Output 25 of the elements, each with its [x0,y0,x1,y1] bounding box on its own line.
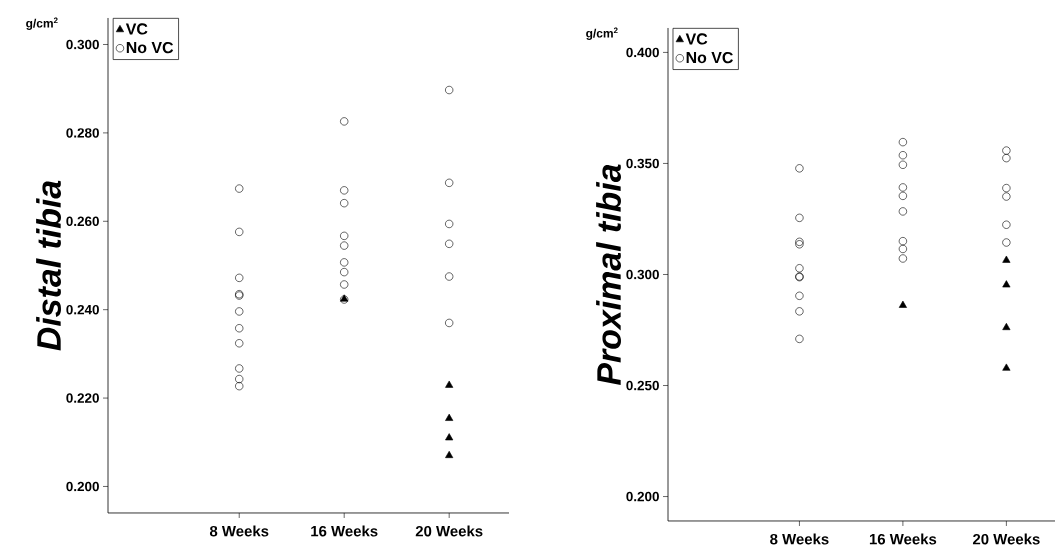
x-tick-label: 20 Weeks [972,533,1040,545]
y-tick-label: 0.300 [66,39,99,50]
text: g/cm$^{2}$ [586,27,618,40]
x-tick-label: 8 Weeks [209,525,269,537]
y-tick-label: 0.250 [626,380,659,391]
x-tick-label: 20 Weeks [415,525,483,537]
y-axis-title: Distal tibia [36,180,61,351]
x-tick-label: 16 Weeks [311,525,378,537]
y-tick-label: 0.400 [626,47,659,58]
y-tick-label: 0.300 [626,269,659,280]
x-tick-label: 16 Weeks [869,533,937,545]
y-axis-title: Proximal tibia [596,164,621,385]
x-tick-label: 8 Weeks [770,533,829,545]
y-tick-label: 0.200 [626,491,659,502]
y-tick-label: 0.260 [66,216,99,227]
y-tick-label: 0.240 [66,304,99,315]
legend-label: VC [685,33,708,45]
y-tick-label: 0.200 [66,481,99,492]
y-tick-label: 0.350 [626,158,659,169]
legend-label: No VC [686,51,733,64]
legend-label: No VC [126,41,174,54]
y-tick-label: 0.280 [66,128,99,138]
y-tick-label: 0.220 [66,393,99,403]
legend-label: VC [125,23,148,35]
text: g/cm$^{2}$ [26,17,58,30]
